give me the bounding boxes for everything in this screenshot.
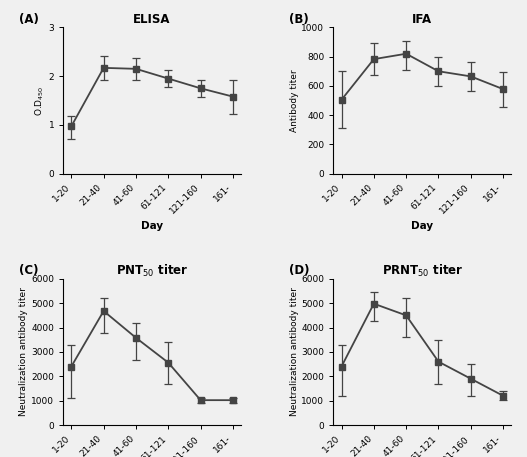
Title: PRNT$_{50}$ titer: PRNT$_{50}$ titer: [382, 263, 463, 279]
X-axis label: Day: Day: [411, 221, 433, 231]
Title: ELISA: ELISA: [133, 13, 171, 26]
Y-axis label: Neutralization antibody titer: Neutralization antibody titer: [19, 287, 28, 416]
Text: (B): (B): [289, 13, 309, 26]
Title: PNT$_{50}$ titer: PNT$_{50}$ titer: [116, 263, 188, 279]
Y-axis label: O.D$_{450}$: O.D$_{450}$: [33, 85, 46, 116]
Text: (D): (D): [289, 264, 309, 277]
Y-axis label: Antibody titer: Antibody titer: [290, 69, 299, 132]
Text: (A): (A): [19, 13, 38, 26]
Title: IFA: IFA: [412, 13, 432, 26]
Text: (C): (C): [19, 264, 38, 277]
X-axis label: Day: Day: [141, 221, 163, 231]
Y-axis label: Neutralization antibody titer: Neutralization antibody titer: [290, 287, 299, 416]
